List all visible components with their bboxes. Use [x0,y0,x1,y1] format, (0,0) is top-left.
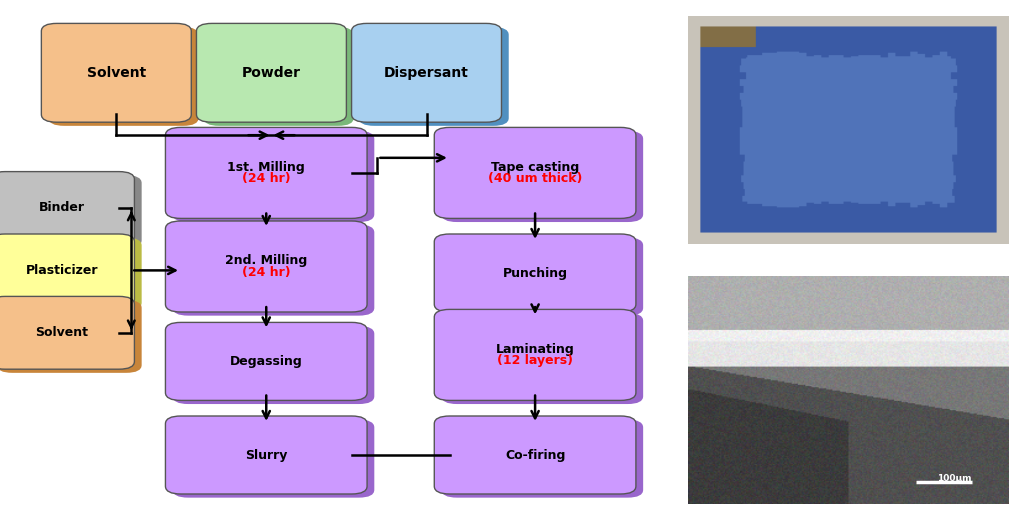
Text: 100μm: 100μm [937,474,972,483]
Text: Dispersant: Dispersant [384,66,469,80]
FancyBboxPatch shape [196,23,346,122]
FancyBboxPatch shape [0,238,142,310]
FancyBboxPatch shape [352,23,501,122]
FancyBboxPatch shape [442,313,643,404]
FancyBboxPatch shape [0,300,142,373]
FancyBboxPatch shape [173,420,374,498]
Text: Slurry: Slurry [245,448,287,462]
Text: 2nd. Milling: 2nd. Milling [225,254,307,267]
Text: (40 um thick): (40 um thick) [488,172,582,185]
FancyBboxPatch shape [442,238,643,316]
FancyBboxPatch shape [0,175,142,248]
Text: Tape casting: Tape casting [491,161,579,174]
FancyBboxPatch shape [0,172,134,244]
Text: Degassing: Degassing [230,355,303,368]
Text: 1st. Milling: 1st. Milling [227,161,305,174]
FancyBboxPatch shape [434,309,636,400]
FancyBboxPatch shape [204,27,354,126]
FancyBboxPatch shape [173,131,374,222]
FancyBboxPatch shape [434,127,636,218]
FancyBboxPatch shape [434,234,636,312]
Text: Punching: Punching [503,266,568,280]
Text: Laminating: Laminating [495,343,575,356]
FancyBboxPatch shape [0,296,134,369]
FancyBboxPatch shape [442,131,643,222]
FancyBboxPatch shape [165,221,367,312]
FancyBboxPatch shape [165,322,367,400]
FancyBboxPatch shape [165,416,367,494]
FancyBboxPatch shape [173,225,374,316]
FancyBboxPatch shape [0,234,134,307]
FancyBboxPatch shape [41,23,191,122]
Text: (24 hr): (24 hr) [242,172,291,185]
FancyBboxPatch shape [442,420,643,498]
FancyBboxPatch shape [434,416,636,494]
Text: Co-firing: Co-firing [505,448,566,462]
Text: Plasticizer: Plasticizer [26,264,98,277]
Text: Powder: Powder [242,66,301,80]
Text: Binder: Binder [39,201,85,214]
FancyBboxPatch shape [173,326,374,404]
Text: (12 layers): (12 layers) [497,354,573,367]
FancyBboxPatch shape [359,27,509,126]
Text: (24 hr): (24 hr) [242,266,291,279]
Text: Solvent: Solvent [87,66,146,80]
Text: Solvent: Solvent [35,327,89,340]
FancyBboxPatch shape [49,27,199,126]
FancyBboxPatch shape [165,127,367,218]
